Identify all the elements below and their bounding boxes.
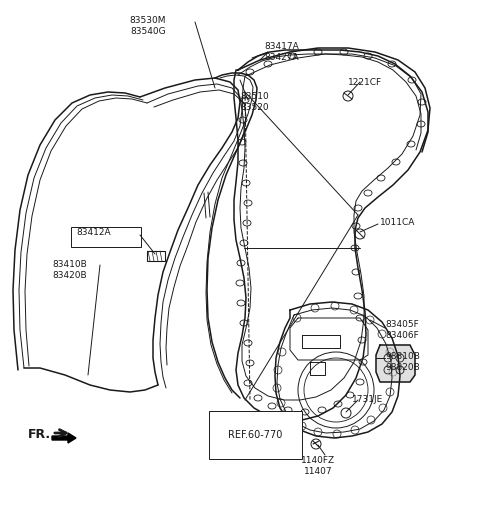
Text: 1731JE: 1731JE xyxy=(352,395,383,404)
Bar xyxy=(147,251,165,261)
Text: REF.60-770: REF.60-770 xyxy=(228,430,282,440)
Polygon shape xyxy=(376,345,415,382)
Text: 83412A: 83412A xyxy=(76,228,110,237)
Text: 1140FZ
11407: 1140FZ 11407 xyxy=(301,456,335,476)
Text: 98810B
98820B: 98810B 98820B xyxy=(385,352,420,372)
Text: 1011CA: 1011CA xyxy=(380,218,415,227)
Polygon shape xyxy=(52,433,76,443)
Text: FR.: FR. xyxy=(28,428,51,441)
Text: 1221CF: 1221CF xyxy=(348,78,382,87)
Text: 83530M
83540G: 83530M 83540G xyxy=(130,16,166,36)
Text: 83410B
83420B: 83410B 83420B xyxy=(52,260,87,280)
Text: 83417A
83427A: 83417A 83427A xyxy=(264,42,299,62)
FancyBboxPatch shape xyxy=(71,227,141,247)
Text: 83405F
83406F: 83405F 83406F xyxy=(385,320,419,340)
Text: 83510
83520: 83510 83520 xyxy=(240,92,269,112)
